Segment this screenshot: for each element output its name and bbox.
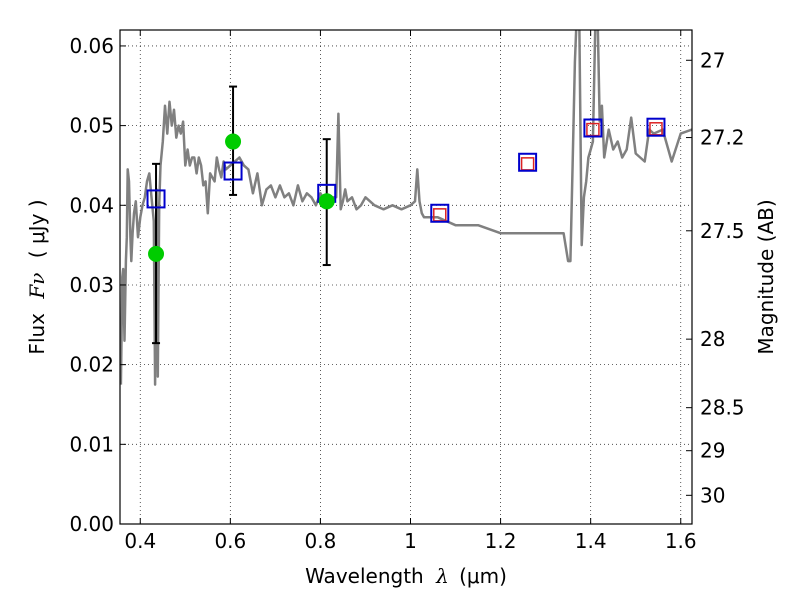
x-tick-label: 0.6: [214, 529, 246, 553]
y-tick-label: 0.01: [69, 432, 114, 456]
x-tick-label: 1.4: [575, 529, 607, 553]
magnitude-tick-label: 30: [700, 483, 725, 507]
y-axis-label: Flux Fν ( μJy ): [25, 199, 49, 354]
x-axis-label: Wavelength λ (μm): [305, 564, 507, 588]
plot-frame: [119, 29, 693, 525]
magnitude-tick-label: 29: [700, 439, 725, 463]
model-photometry-square: [223, 161, 243, 181]
y-tick-label: 0.05: [69, 114, 114, 138]
model-photometry-square: [646, 117, 666, 137]
model-photometry-square: [583, 118, 603, 138]
x-tick-label: 0.4: [124, 529, 156, 553]
y-tick-label: 0.06: [69, 34, 114, 58]
observed-optical-point: [225, 133, 242, 150]
magnitude-tick-label: 27.2: [700, 126, 745, 150]
magnitude-tick-label: 28: [700, 327, 725, 351]
y-tick-label: 0.00: [69, 512, 114, 536]
x-tick-label: 0.8: [305, 529, 337, 553]
model-photometry-square: [518, 152, 538, 172]
model-photometry-square: [430, 203, 450, 223]
x-tick-label: 1.6: [665, 529, 697, 553]
y-tick-label: 0.02: [69, 353, 114, 377]
data-markers: [146, 117, 666, 262]
magnitude-tick-label: 28.5: [700, 396, 745, 420]
x-tick-label: 1: [404, 529, 417, 553]
right-axis-label: Magnitude (AB): [754, 199, 778, 354]
magnitude-tick-label: 27.5: [700, 219, 745, 243]
magnitude-tick-label: 27: [700, 48, 725, 72]
observed-optical-point: [148, 245, 165, 262]
axis-ticks: 0.4 0.6 0.8 1 1.2 1.4 1.6 0.00 0.01 0.02 0.03 0.04 0…: [69, 30, 745, 553]
x-tick-label: 1.2: [485, 529, 517, 553]
y-tick-label: 0.04: [69, 193, 114, 217]
observed-optical-point: [318, 193, 335, 210]
model-photometry-square: [146, 189, 166, 209]
model-spectrum-line: [120, 30, 692, 386]
y-tick-label: 0.03: [69, 273, 114, 297]
